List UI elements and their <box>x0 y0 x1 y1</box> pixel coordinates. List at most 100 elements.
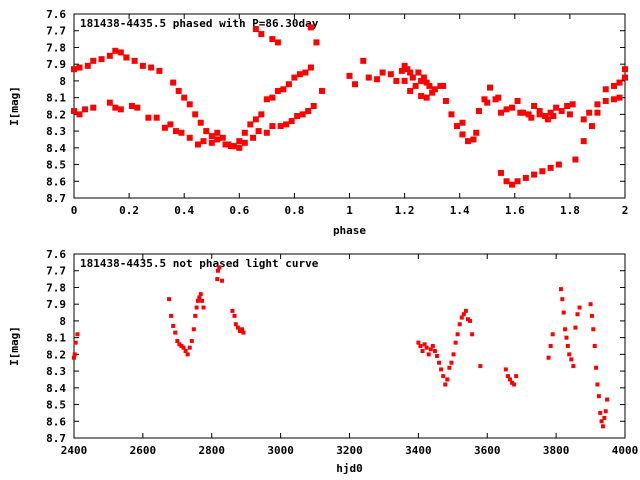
x-tick-label: 0 <box>71 204 78 217</box>
x-axis-label: phase <box>333 224 366 237</box>
y-tick-label: 8.4 <box>46 142 66 155</box>
data-point <box>426 82 433 89</box>
data-point <box>156 67 163 74</box>
y-axis-label: I[mag] <box>8 326 21 366</box>
y-tick-label: 8.5 <box>46 159 66 172</box>
data-point <box>586 109 593 116</box>
data-point <box>564 103 571 109</box>
data-point <box>561 310 566 315</box>
data-point <box>531 171 538 178</box>
data-point <box>470 332 475 337</box>
data-point <box>365 74 372 81</box>
data-point <box>592 344 597 348</box>
data-point <box>447 365 452 370</box>
data-point <box>569 101 576 108</box>
data-point <box>569 357 574 362</box>
data-point <box>430 344 435 348</box>
data-point <box>602 97 609 104</box>
data-point <box>594 365 599 370</box>
data-point <box>235 325 240 330</box>
data-point <box>169 313 174 318</box>
data-point <box>423 94 430 101</box>
data-point <box>542 113 549 120</box>
data-point <box>566 111 573 118</box>
data-point <box>280 86 287 93</box>
data-series <box>72 265 610 429</box>
y-tick-label: 8.7 <box>46 192 66 205</box>
data-point <box>572 156 579 163</box>
chart-title: 181438-4435.5 phased with P=86.30day <box>80 17 319 30</box>
data-point <box>531 103 538 109</box>
data-point <box>252 26 259 33</box>
data-point <box>98 56 105 63</box>
data-point <box>76 111 83 118</box>
data-point <box>464 138 471 145</box>
data-point <box>525 111 532 118</box>
data-point <box>167 297 172 302</box>
data-point <box>470 136 477 143</box>
data-point <box>459 131 466 138</box>
data-point <box>269 123 276 130</box>
data-point <box>528 114 535 121</box>
data-point <box>503 106 510 113</box>
data-point <box>418 344 423 348</box>
data-point <box>318 87 325 94</box>
x-tick-label: 4000 <box>612 444 639 457</box>
data-point <box>555 161 562 168</box>
data-point <box>481 96 488 103</box>
y-tick-label: 8 <box>59 315 66 328</box>
data-point <box>379 69 386 76</box>
data-point <box>296 71 303 78</box>
data-point <box>236 138 243 145</box>
data-point <box>599 419 604 424</box>
data-point <box>407 87 414 94</box>
data-point <box>412 82 419 89</box>
data-point <box>398 67 405 74</box>
data-point <box>409 74 416 81</box>
y-tick-label: 8.1 <box>46 332 66 345</box>
data-point <box>90 104 97 111</box>
data-point <box>217 265 222 270</box>
data-point <box>191 327 196 332</box>
data-point <box>453 340 458 345</box>
data-point <box>509 104 516 111</box>
data-point <box>439 367 444 372</box>
data-point <box>179 344 184 348</box>
data-point <box>195 298 200 303</box>
data-point <box>232 313 237 318</box>
data-point <box>360 57 367 64</box>
data-point <box>437 360 442 365</box>
data-point <box>241 129 248 136</box>
data-point <box>591 327 596 332</box>
data-point <box>84 62 91 69</box>
data-point <box>453 123 460 130</box>
data-point <box>274 39 281 46</box>
data-point <box>175 338 180 343</box>
x-tick-label: 3800 <box>543 444 570 457</box>
x-tick-label: 0.2 <box>119 204 139 217</box>
x-tick-label: 1.8 <box>560 204 580 217</box>
data-point <box>285 81 292 88</box>
data-point <box>71 66 77 73</box>
data-point <box>186 134 193 141</box>
data-point <box>161 124 168 131</box>
data-point <box>594 101 601 108</box>
data-point <box>437 82 444 89</box>
data-point <box>230 308 235 313</box>
data-point <box>434 354 439 359</box>
x-tick-label: 0.8 <box>284 204 304 217</box>
data-point <box>577 305 582 310</box>
data-point <box>305 108 312 115</box>
data-point <box>473 129 480 136</box>
data-point <box>90 57 97 64</box>
data-point <box>269 94 276 101</box>
x-tick-label: 0.4 <box>174 204 194 217</box>
data-point <box>498 169 505 176</box>
data-point <box>82 106 89 113</box>
data-point <box>230 143 237 150</box>
data-point <box>189 338 194 343</box>
data-point <box>201 305 206 310</box>
data-point <box>420 74 427 81</box>
data-point <box>128 103 135 109</box>
data-point <box>73 340 78 345</box>
